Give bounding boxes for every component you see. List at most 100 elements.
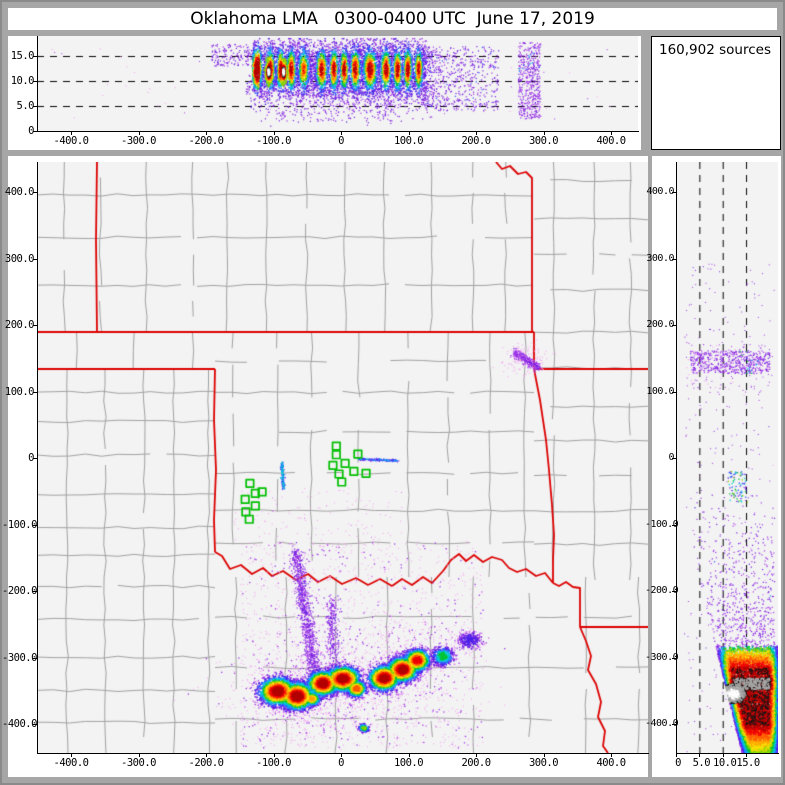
sources-count-box: 160,902 sources [651,36,781,150]
right-y-tick [672,591,676,592]
top-x-tick [138,131,140,135]
map-y-tick-label: -300.0 [2,651,37,664]
top-x-tick [476,131,477,135]
right-x-tick-label: 5.0 [692,757,711,769]
right-y-tick [672,192,676,193]
map-x-tick [341,753,342,757]
map-y-tick-label: 400.0 [4,186,35,198]
map-x-tick [71,753,72,757]
map-y-tick [33,591,37,592]
right-y-tick [672,325,676,326]
map-x-tick-label: 100.0 [393,757,424,769]
top-x-tick [71,131,72,135]
plan-view-map-plot[interactable] [37,162,648,753]
top-y-tick [33,131,37,132]
map-y-tick-label: -400.0 [2,718,37,730]
right-y-tick-label: -400.0 [645,718,679,729]
altitude-vs-eastwest-plot[interactable] [37,36,638,132]
top-y-tick-label: 5.0 [16,100,35,112]
right-y-tick-label: -300.0 [645,651,679,663]
map-y-tick-label: 200.0 [4,319,35,331]
top-y-axis [37,36,38,132]
map-y-tick-label: 100.0 [4,385,35,398]
right-x-tick [746,753,748,757]
top-x-tick-label: -300.0 [121,135,156,147]
top-x-tick [273,131,275,135]
map-x-tick [476,753,477,757]
right-y-tick [672,524,676,526]
map-x-tick [273,753,275,757]
map-x-tick-label: 200.0 [461,757,491,769]
map-y-tick-label: -100.0 [2,518,37,531]
top-x-tick-label: 300.0 [528,135,559,147]
top-x-tick [543,131,545,135]
map-x-tick-label: -100.0 [256,757,291,769]
map-x-tick-label: -300.0 [121,757,156,769]
map-y-tick [33,724,37,725]
top-x-tick-label: 200.0 [461,135,491,147]
right-x-tick-label: 15.0 [736,757,760,769]
right-y-tick [672,391,676,393]
right-x-tick [676,753,677,757]
altitude-vs-northsouth-plot[interactable] [676,162,778,753]
top-y-tick [33,56,37,57]
map-x-tick-label: 400.0 [596,757,626,769]
right-y-tick-label: -100.0 [645,518,679,530]
map-y-tick [33,524,37,526]
right-y-tick-label: 400.0 [646,186,674,197]
map-x-tick [408,753,410,757]
map-y-tick [33,192,37,193]
map-x-tick-label: 0 [338,757,344,769]
top-x-tick [341,131,342,135]
right-x-tick [699,753,701,757]
right-y-axis [676,162,677,754]
map-x-tick [611,753,612,757]
map-y-tick [33,458,37,459]
right-y-tick-label: 100.0 [646,385,674,397]
map-y-axis [37,162,38,754]
top-y-tick-label: 10.0 [10,75,35,87]
top-x-tick-label: -400.0 [53,135,89,147]
right-y-tick [672,724,676,725]
right-y-tick [672,657,676,659]
top-x-axis [37,131,639,132]
right-x-tick-label: 10.0 [713,757,737,769]
sources-count-label: 160,902 sources [659,42,771,58]
map-x-tick [543,753,545,757]
top-y-tick-label: 0 [28,125,34,137]
right-y-tick-label: 0 [668,452,674,463]
top-x-tick-label: 400.0 [596,135,626,147]
map-x-tick-label: -400.0 [53,757,89,769]
top-x-tick-label: 0 [338,135,344,147]
map-y-tick-label: 0 [28,452,34,464]
map-x-tick-label: 300.0 [528,757,559,769]
map-x-tick [138,753,140,757]
top-x-tick-label: -100.0 [256,135,291,147]
top-x-tick-label: 100.0 [393,135,424,147]
top-y-tick [33,106,37,107]
map-y-tick [33,325,37,326]
right-x-tick [722,753,724,757]
map-y-tick-label: -200.0 [2,585,37,597]
right-y-tick-label: 200.0 [646,319,674,330]
right-y-tick [672,458,676,459]
top-x-tick [408,131,410,135]
top-x-tick [206,131,207,135]
right-y-tick [672,258,676,260]
top-x-tick-label: -200.0 [188,135,224,147]
right-y-tick-label: -200.0 [645,585,679,596]
top-y-tick-label: 15.0 [10,50,35,62]
map-y-tick [33,258,37,260]
map-y-tick [33,657,37,659]
top-x-tick [611,131,612,135]
right-x-axis [676,753,779,754]
map-y-tick-label: 300.0 [4,252,35,265]
window-title: Oklahoma LMA 0300-0400 UTC June 17, 2019 [8,8,777,30]
right-y-tick-label: 300.0 [646,252,674,264]
top-y-tick [33,81,37,82]
map-x-axis [37,753,649,754]
map-x-tick [206,753,207,757]
right-x-tick-label: 0 [675,757,681,769]
map-x-tick-label: -200.0 [188,757,224,769]
